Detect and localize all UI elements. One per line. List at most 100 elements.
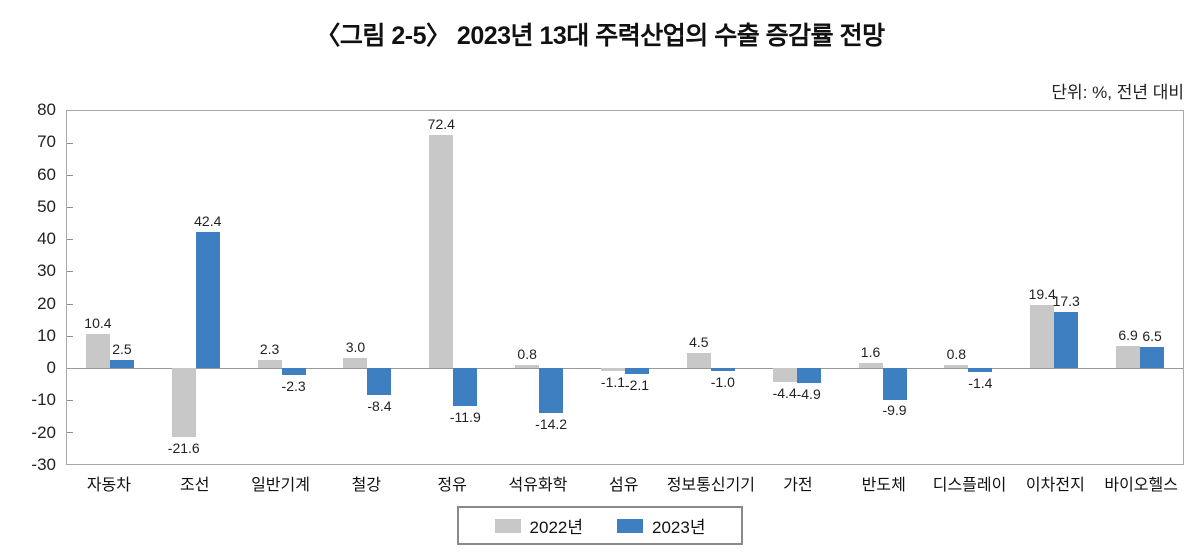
value-label: 10.4 [84,315,112,332]
x-category-label: 조선 [179,477,210,494]
value-label: -1.1 [600,374,626,391]
bar-2022년 [1030,305,1055,368]
bar-2023년 [367,367,392,395]
y-tick-mark [67,399,73,401]
y-tick-mark [67,143,73,145]
bar-2023년 [195,231,220,368]
bar-group: 6.9 6.5 [1097,111,1183,464]
x-category-label: 가전 [783,477,813,494]
y-axis-labels: 80 70 60 50 40 30 20 10 0 -10 -20 -30 [14,100,66,474]
y-tick-mark [67,239,73,241]
value-label: 3.0 [345,339,366,356]
bar-2023년 [453,367,478,406]
x-category-label: 이차전지 [1025,477,1085,494]
y-tick-mark [67,335,73,337]
value-label: 19.4 [1028,286,1056,303]
x-category-label: 일반기계 [251,477,310,494]
bar-2023년 [624,367,649,375]
x-category-label: 바이오헬스 [1104,477,1178,494]
bar-2022년 [600,367,625,372]
value-label: -2.1 [624,377,650,394]
x-category-label: 디스플레이 [932,477,1007,494]
value-label: -1.0 [710,373,735,390]
value-label: 0.8 [517,346,537,363]
chart: 80 70 60 50 40 30 20 10 0 -10 -20 -30 10.4 2.5 -21.6 4… [31,100,1184,474]
value-label: 17.3 [1052,293,1080,310]
y-tick-label: 70 [37,132,56,152]
value-label: -4.9 [796,386,821,403]
x-category-label: 정유 [437,477,467,494]
bar-2022년 [257,360,282,368]
bar-group: -1.1 -2.1 [582,111,668,464]
bar-group: 4.5 -1.0 [668,111,754,464]
x-category-label: 철강 [351,477,382,494]
y-tick-label: 10 [37,325,56,345]
value-label: 72.4 [427,116,455,133]
y-tick-label: -20 [31,422,56,442]
legend-label: 2023년 [652,518,706,537]
value-label: -14.2 [535,416,568,433]
legend-label: 2022년 [529,518,583,537]
bar-2023년 [796,367,821,384]
y-tick-label: 40 [37,229,56,249]
x-category-label: 섬유 [609,477,639,494]
value-label: 6.5 [1142,327,1162,344]
y-tick-label: 50 [37,196,56,216]
bar-group: 2.3 -2.3 [239,111,325,464]
bar-group: 19.4 17.3 [1011,111,1097,464]
x-category-label: 석유화학 [508,477,568,494]
y-tick-label: 80 [37,100,56,119]
legend-swatch [494,518,521,533]
value-label: 42.4 [194,212,222,229]
bar-2023년 [882,367,907,400]
y-tick-label: 0 [46,358,56,378]
bar-group: 72.4 -11.9 [410,111,496,464]
bar-2022년 [343,358,368,368]
bar-2022년 [858,362,883,368]
bar-2022년 [944,365,969,368]
bar-2023년 [281,367,306,376]
y-tick-label: 20 [37,293,56,313]
bar-2022년 [1116,345,1141,368]
legend-box: 2022년 2023년 [456,506,744,545]
legend: 2022년 2023년 [0,506,1200,545]
bar-group: -4.4 -4.9 [754,111,840,464]
legend-swatch [617,518,643,533]
bar-2023년 [968,367,993,373]
bar-2022년 [171,367,196,438]
value-label: -8.4 [367,397,392,414]
unit-label: 단위: %, 전년 대비 [1051,83,1184,102]
value-label: -4.4 [772,384,797,401]
value-label: 6.9 [1118,326,1138,343]
value-label: -11.9 [449,408,481,425]
value-label: -1.4 [968,375,993,392]
y-tick-mark [67,303,73,305]
legend-item: 2022년 [494,513,583,538]
y-tick-label: 30 [37,261,56,281]
bar-2022년 [85,334,110,368]
y-tick-label: -30 [31,455,56,474]
y-tick-mark [67,431,73,433]
bar-group: 10.4 2.5 [67,111,153,464]
bar-group: 0.8 -1.4 [925,111,1011,464]
value-label: -9.9 [882,402,907,419]
bar-2022년 [429,135,454,368]
value-label: 2.5 [112,340,132,357]
chart-title: 〈그림 2-5〉 2023년 13대 주력산업의 수출 증감률 전망 [315,22,885,50]
value-label: -2.3 [281,378,306,395]
bar-group: -21.6 42.4 [153,111,239,464]
bar-2023년 [1054,312,1079,368]
y-tick-mark [67,207,73,209]
plot-area: 10.4 2.5 -21.6 42.4 2.3 -2.3 3.0 -8.4 72.4 -11.9 0… [66,110,1184,465]
value-label: 4.5 [689,334,709,351]
y-tick-label: 60 [37,164,56,184]
bar-2022년 [515,365,540,368]
bar-2023년 [109,359,134,368]
legend-item: 2023년 [617,513,705,538]
bar-2023년 [710,367,735,371]
bar-2023년 [1140,346,1165,368]
bar-group: 1.6 -9.9 [840,111,926,464]
bar-2023년 [539,367,564,414]
value-label: -21.6 [167,440,200,457]
